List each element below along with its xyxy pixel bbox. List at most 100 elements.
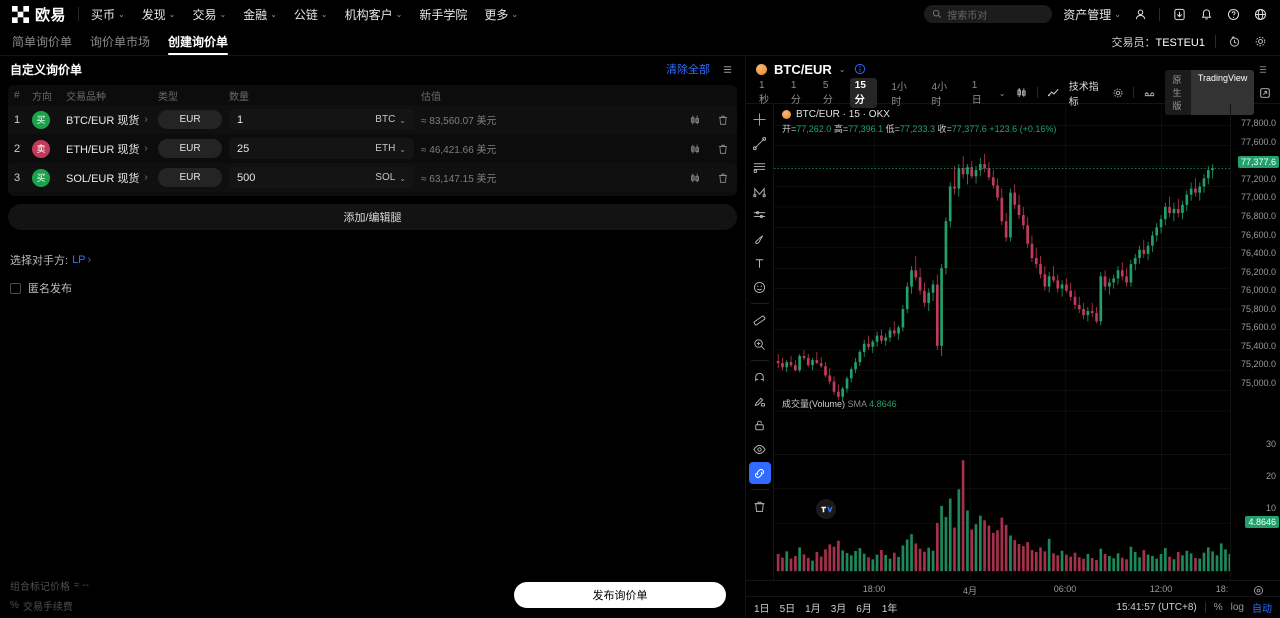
nav-item-discover[interactable]: 发现 ⌄ — [142, 6, 176, 23]
search-input[interactable]: 搜索币对 — [924, 5, 1053, 23]
chart-settings-icon[interactable] — [1111, 85, 1124, 101]
row-type: EUR — [158, 110, 222, 129]
price-axis[interactable]: 77,800.077,600.077,400.077,200.077,000.0… — [1230, 104, 1280, 580]
tab-create-rfq[interactable]: 创建询价单 — [168, 28, 229, 55]
drawing-mode-icon[interactable] — [749, 390, 771, 412]
row-side[interactable]: 卖 — [32, 139, 66, 158]
quantity-input[interactable]: 25 ETH ⌄ — [229, 138, 414, 159]
okx-logo[interactable]: 欧易 — [12, 4, 66, 25]
emoji-tool-icon[interactable] — [749, 276, 771, 298]
help-icon[interactable] — [1225, 6, 1241, 22]
nav-item-trade[interactable]: 交易 ⌄ — [192, 6, 226, 23]
nav-item-institutional[interactable]: 机构客户 ⌄ — [345, 6, 403, 23]
unit-select[interactable]: SOL ⌄ — [375, 172, 406, 183]
crosshair-tool-icon[interactable] — [749, 108, 771, 130]
nav-item-chain[interactable]: 公链 ⌄ — [294, 6, 328, 23]
panel-menu-icon[interactable] — [719, 61, 735, 77]
history-icon[interactable] — [1226, 34, 1242, 50]
view-tradingview-option[interactable]: TradingView — [1190, 70, 1255, 115]
percent-scale-toggle[interactable]: % — [1213, 602, 1223, 613]
auto-scale-toggle[interactable]: 自动 — [1252, 604, 1272, 615]
user-account-icon[interactable] — [1132, 6, 1148, 22]
view-chart-icon[interactable] — [687, 141, 703, 157]
row-symbol[interactable]: SOL/EUR 现货 › — [66, 170, 158, 186]
chart-plot-area[interactable]: BTC/EUR · 15 · OKX 开=77,262.0 高=77,396.1… — [774, 104, 1230, 580]
anonymous-publish-row[interactable]: 匿名发布 — [10, 280, 745, 296]
settings-icon[interactable] — [1252, 34, 1268, 50]
nav-item-more[interactable]: 更多 ⌄ — [484, 6, 518, 23]
log-scale-toggle[interactable]: log — [1230, 602, 1244, 613]
publish-rfq-button[interactable]: 发布询价单 — [514, 582, 726, 608]
type-pill[interactable]: EUR — [158, 139, 222, 158]
anonymous-checkbox[interactable] — [10, 282, 21, 294]
timeframe-1m[interactable]: 1分 — [790, 79, 801, 106]
range-1d[interactable]: 1日 — [754, 604, 770, 615]
hide-drawings-icon[interactable] — [749, 438, 771, 460]
nav-item-academy[interactable]: 新手学院 — [419, 6, 467, 23]
view-native-option[interactable]: 原生版 — [1172, 75, 1182, 111]
timeframe-15m[interactable]: 15分 — [849, 77, 878, 108]
delete-leg-button[interactable] — [715, 141, 731, 157]
brush-tool-icon[interactable] — [749, 228, 771, 250]
zoom-tool-icon[interactable] — [749, 333, 771, 355]
add-edit-leg-button[interactable]: 添加/编辑腿 — [8, 204, 737, 230]
view-chart-icon[interactable] — [687, 112, 703, 128]
unit-select[interactable]: BTC ⌄ — [375, 114, 406, 125]
delete-leg-button[interactable] — [715, 170, 731, 186]
row-symbol[interactable]: BTC/EUR 现货 › — [66, 112, 158, 128]
unit-select[interactable]: ETH ⌄ — [375, 143, 406, 154]
language-icon[interactable] — [1252, 6, 1268, 22]
lock-tool-icon[interactable] — [749, 414, 771, 436]
view-chart-icon[interactable] — [687, 170, 703, 186]
text-tool-icon[interactable] — [749, 252, 771, 274]
row-side[interactable]: 买 — [32, 110, 66, 129]
remove-drawings-icon[interactable] — [749, 495, 771, 517]
assets-menu[interactable]: 资产管理 ⌄ — [1063, 6, 1121, 23]
sync-drawings-icon[interactable] — [748, 462, 771, 484]
range-5d[interactable]: 5日 — [779, 604, 796, 615]
counterparty-value[interactable]: LP › — [72, 254, 91, 266]
table-row[interactable]: 1 买 BTC/EUR 现货 › EUR 1 BTC — [8, 105, 737, 134]
table-row[interactable]: 3 买 SOL/EUR 现货 › EUR 500 SOL — [8, 163, 737, 192]
range-3mo[interactable]: 3月 — [830, 604, 847, 615]
clear-all-button[interactable]: 清除全部 — [666, 64, 710, 76]
range-1y[interactable]: 1年 — [881, 604, 898, 615]
timeframe-1h[interactable]: 1小时 — [891, 81, 907, 108]
time-axis[interactable]: 18:00 4月 06:00 12:00 18: — [746, 580, 1280, 596]
range-6mo[interactable]: 6月 — [856, 604, 872, 615]
chevron-down-icon[interactable]: ⌄ — [838, 65, 846, 74]
fullscreen-icon[interactable] — [1258, 85, 1272, 101]
timeframe-1s[interactable]: 1秒 — [759, 79, 769, 106]
chart-type-icon[interactable] — [1014, 85, 1027, 101]
compare-icon[interactable] — [1143, 85, 1156, 101]
trendline-tool-icon[interactable] — [749, 132, 771, 154]
projection-tool-icon[interactable] — [749, 204, 771, 226]
quantity-input[interactable]: 500 SOL ⌄ — [229, 167, 414, 188]
pattern-tool-icon[interactable] — [749, 180, 771, 202]
pair-info-icon[interactable] — [852, 61, 868, 77]
chart-menu-icon[interactable] — [1254, 61, 1270, 77]
indicators-button[interactable]: 技术指标 — [1068, 81, 1099, 108]
row-symbol[interactable]: ETH/EUR 现货 › — [66, 141, 158, 157]
table-row[interactable]: 2 卖 ETH/EUR 现货 › EUR 25 ETH — [8, 134, 737, 163]
delete-leg-button[interactable] — [715, 112, 731, 128]
tab-simple-rfq[interactable]: 简单询价单 — [12, 28, 72, 55]
type-pill[interactable]: EUR — [158, 168, 222, 187]
row-side[interactable]: 买 — [32, 168, 66, 187]
nav-item-buy[interactable]: 买币 ⌄ — [91, 6, 125, 23]
nav-item-finance[interactable]: 金融 ⌄ — [243, 6, 277, 23]
timezone-icon[interactable] — [1250, 582, 1266, 598]
notifications-icon[interactable] — [1198, 6, 1214, 22]
timeframe-5m[interactable]: 5分 — [822, 79, 833, 106]
timeframe-1d[interactable]: 1日 — [971, 79, 982, 106]
magnet-tool-icon[interactable] — [749, 366, 771, 388]
chevron-down-icon[interactable]: ⌄ — [998, 88, 1006, 98]
download-app-icon[interactable] — [1171, 6, 1187, 22]
quantity-input[interactable]: 1 BTC ⌄ — [229, 109, 414, 130]
measure-tool-icon[interactable] — [749, 309, 771, 331]
type-pill[interactable]: EUR — [158, 110, 222, 129]
range-1mo[interactable]: 1月 — [805, 604, 821, 615]
horizontal-lines-tool-icon[interactable] — [749, 156, 771, 178]
tab-rfq-market[interactable]: 询价单市场 — [90, 28, 150, 55]
timeframe-4h[interactable]: 4小时 — [931, 81, 948, 108]
